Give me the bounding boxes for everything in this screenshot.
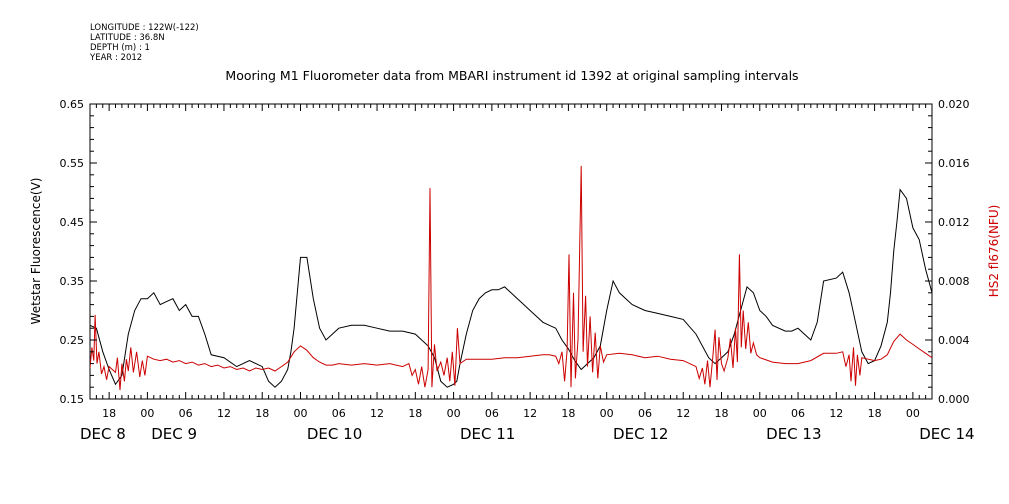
y-tick-label-right: 0.004	[938, 334, 970, 347]
x-date-label: DEC 12	[613, 425, 668, 443]
x-tick-label: 18	[715, 407, 729, 420]
x-tick-label: 18	[561, 407, 575, 420]
x-date-label: DEC 9	[151, 425, 197, 443]
x-date-label: DEC 11	[460, 425, 515, 443]
x-tick-label: 12	[217, 407, 231, 420]
x-date-label: DEC 10	[307, 425, 362, 443]
plot-frame	[89, 103, 933, 400]
x-date-label: DEC 8	[80, 425, 126, 443]
y-tick-label-right: 0.016	[938, 157, 970, 170]
series-line-hs2	[90, 165, 932, 391]
y-tick-label-left: 0.35	[60, 275, 85, 288]
meta-longitude: LONGITUDE : 122W(-122)	[90, 23, 199, 33]
x-tick-label: 00	[294, 407, 308, 420]
y-tick-label-left: 0.65	[60, 98, 85, 111]
ticks-layer	[89, 103, 933, 400]
x-tick-label: 12	[370, 407, 384, 420]
x-tick-label: 00	[140, 407, 154, 420]
x-tick-label: 00	[753, 407, 767, 420]
y-axis-title-right: HS2 fl676(NFU)	[987, 205, 1001, 298]
y-tick-label-left: 0.45	[60, 216, 85, 229]
x-tick-label: 18	[868, 407, 882, 420]
x-date-label: DEC 13	[766, 425, 821, 443]
y-tick-label-right: 0.012	[938, 216, 970, 229]
y-tick-label-right: 0.000	[938, 393, 970, 406]
x-tick-label: 18	[102, 407, 116, 420]
x-tick-label: 06	[179, 407, 193, 420]
y-tick-label-left: 0.55	[60, 157, 85, 170]
y-tick-label-left: 0.25	[60, 334, 85, 347]
x-tick-label: 00	[906, 407, 920, 420]
meta-depth: DEPTH (m) : 1	[90, 43, 150, 53]
chart-title: Mooring M1 Fluorometer data from MBARI i…	[225, 68, 798, 83]
series-line-wetstar	[90, 188, 932, 388]
x-tick-label: 00	[600, 407, 614, 420]
x-tick-label: 18	[408, 407, 422, 420]
labels-layer: 18 00 06 12 18 00 06 12 18 00 06 12 18 00 06 12 18 00 06 12…	[60, 98, 975, 443]
meta-year: YEAR : 2012	[89, 53, 142, 63]
metadata-block: LONGITUDE : 122W(-122) LATITUDE : 36.8N …	[89, 23, 199, 63]
y-tick-label-left: 0.15	[60, 393, 85, 406]
x-tick-label: 06	[485, 407, 499, 420]
x-tick-label: 06	[791, 407, 805, 420]
plot-area	[89, 103, 933, 400]
x-tick-label: 06	[332, 407, 346, 420]
x-date-label: DEC 14	[919, 425, 974, 443]
y-tick-label-right: 0.020	[938, 98, 970, 111]
y-axis-title-left: Wetstar Fluorescence(V)	[29, 178, 43, 325]
x-tick-label: 06	[638, 407, 652, 420]
x-tick-label: 12	[523, 407, 537, 420]
series-layer	[90, 165, 932, 391]
x-tick-label: 18	[255, 407, 269, 420]
y-tick-label-right: 0.008	[938, 275, 970, 288]
x-tick-label: 00	[447, 407, 461, 420]
x-tick-label: 12	[829, 407, 843, 420]
x-tick-label: 12	[676, 407, 690, 420]
meta-latitude: LATITUDE : 36.8N	[90, 33, 165, 43]
